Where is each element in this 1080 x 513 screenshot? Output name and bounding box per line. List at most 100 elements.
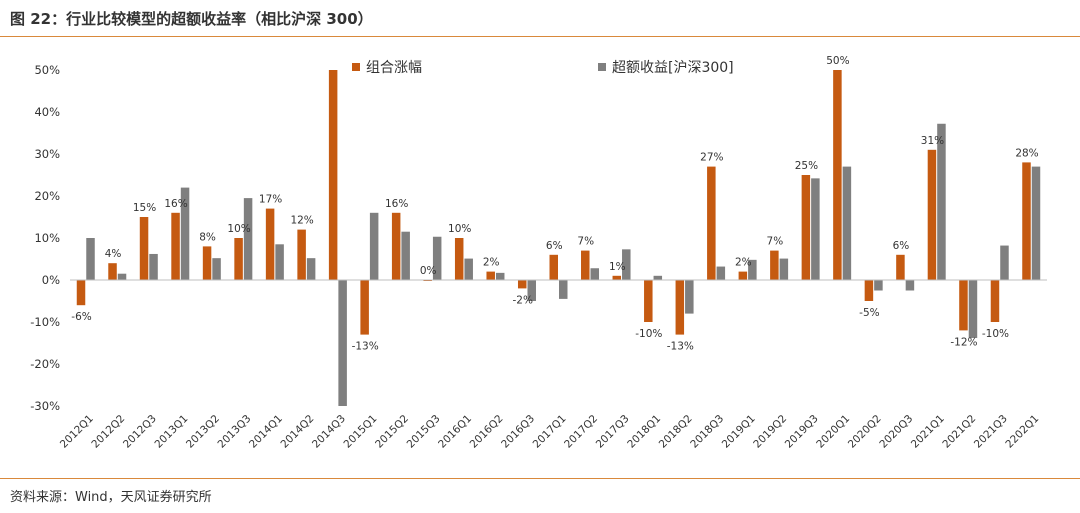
bar-excess — [559, 280, 568, 299]
bar-portfolio — [738, 271, 748, 280]
bar-excess — [811, 178, 820, 280]
x-tick-label: 2019Q2 — [751, 413, 789, 451]
bar-chart: -30% -20% -10% 0% 10% 20% 30% 40% 50% -6% 4% 15% 16… — [30, 55, 1047, 451]
bar-portfolio — [486, 271, 495, 280]
x-tick-label: 2020Q2 — [846, 413, 884, 451]
bar-portfolio — [202, 246, 212, 280]
bar-portfolio — [549, 254, 558, 280]
bar-excess — [212, 258, 221, 280]
bar-portfolio — [454, 238, 464, 280]
data-label: 7% — [577, 236, 594, 248]
x-axis: 2012Q12012Q22012Q32013Q12013Q22013Q32014… — [58, 279, 1047, 451]
x-tick-label: 2016Q3 — [499, 413, 537, 451]
bar-portfolio — [581, 250, 590, 280]
data-label: -10% — [635, 328, 662, 340]
bar-portfolio — [297, 229, 306, 280]
legend-label-excess: 超额收益[沪深300] — [612, 60, 734, 76]
bar-excess — [590, 268, 600, 280]
data-label: -13% — [667, 341, 694, 353]
x-tick-label: 2202Q1 — [1003, 413, 1041, 451]
x-tick-label: 2015Q1 — [342, 413, 380, 451]
data-label: -2% — [513, 294, 533, 306]
bar-portfolio — [234, 238, 243, 280]
data-label: -13% — [352, 341, 379, 353]
y-tick-label: -30% — [30, 399, 60, 413]
x-tick-label: 2013Q1 — [152, 413, 190, 451]
x-tick-label: 2017Q1 — [531, 413, 569, 451]
bar-portfolio — [707, 166, 716, 280]
y-tick-label: 0% — [42, 273, 60, 287]
data-label: 27% — [700, 152, 723, 164]
data-label: 16% — [385, 198, 408, 210]
data-labels-group: -6% 4% 15% 16% 8% 10% 17% 12% -13% 16% 0% 10% 2% -2% 6… — [71, 55, 1038, 353]
bar-portfolio — [833, 70, 842, 280]
bar-excess — [369, 212, 379, 280]
data-label: 50% — [826, 55, 849, 67]
bar-excess — [338, 280, 347, 406]
data-label: 10% — [227, 223, 250, 235]
data-label: 17% — [259, 194, 282, 206]
data-label: -12% — [950, 336, 977, 348]
bar-portfolio — [959, 280, 968, 331]
data-label: 4% — [105, 248, 122, 260]
bar-excess — [874, 280, 883, 291]
bar-portfolio — [328, 70, 338, 280]
bar-excess — [842, 166, 852, 280]
bar-excess — [432, 236, 442, 280]
y-tick-label: 10% — [34, 231, 60, 245]
bar-excess — [243, 198, 253, 280]
bar-excess — [779, 258, 789, 280]
bar-excess — [306, 258, 316, 280]
y-tick-label: 30% — [34, 147, 60, 161]
bar-excess — [905, 280, 915, 291]
bar-excess — [117, 273, 127, 280]
x-tick-label: 2021Q2 — [940, 413, 978, 451]
x-tick-label: 2012Q1 — [58, 413, 96, 451]
bar-excess — [622, 249, 631, 280]
bar-portfolio — [76, 280, 86, 306]
x-tick-label: 2016Q2 — [468, 413, 506, 451]
x-tick-label: 2013Q2 — [184, 413, 222, 451]
x-tick-label: 2016Q1 — [436, 413, 474, 451]
bar-excess — [464, 258, 473, 280]
legend-swatch-portfolio — [352, 63, 360, 71]
x-tick-label: 2015Q2 — [373, 413, 411, 451]
bar-portfolio — [171, 212, 180, 280]
x-tick-label: 2014Q2 — [279, 413, 317, 451]
data-label: -6% — [71, 311, 91, 323]
bar-portfolio — [896, 254, 905, 280]
data-label: -5% — [859, 307, 879, 319]
x-tick-label: 2018Q3 — [688, 413, 726, 451]
bar-excess — [937, 123, 946, 280]
bar-excess — [86, 238, 95, 280]
bar-excess — [275, 244, 284, 280]
bar-excess — [748, 259, 757, 280]
data-label: 10% — [448, 223, 471, 235]
x-tick-label: 2017Q2 — [562, 413, 600, 451]
figure-title: 图 22：行业比较模型的超额收益率（相比沪深 300） — [10, 10, 373, 28]
bar-excess — [180, 187, 190, 280]
x-tick-label: 2019Q1 — [720, 413, 758, 451]
bar-portfolio — [391, 212, 401, 280]
data-label: 2% — [735, 257, 752, 269]
bar-portfolio — [864, 280, 874, 301]
bars-group — [76, 70, 1041, 406]
bar-excess — [716, 266, 726, 280]
bar-excess — [527, 280, 536, 301]
data-label: 31% — [921, 135, 944, 147]
bar-portfolio — [139, 217, 149, 280]
y-tick-label: -10% — [30, 315, 60, 329]
x-tick-label: 2013Q3 — [216, 413, 254, 451]
x-tick-label: 2014Q3 — [310, 413, 348, 451]
source-note: 资料来源：Wind，天风证券研究所 — [10, 490, 212, 505]
x-tick-label: 2020Q3 — [877, 413, 915, 451]
legend-label-portfolio: 组合涨幅 — [366, 60, 422, 76]
x-tick-label: 2021Q3 — [972, 413, 1010, 451]
y-axis: -30% -20% -10% 0% 10% 20% 30% 40% 50% — [30, 63, 60, 413]
data-label: 12% — [290, 215, 313, 227]
data-label: 6% — [893, 240, 910, 252]
bar-portfolio — [1022, 162, 1031, 280]
data-label: 6% — [546, 240, 563, 252]
data-label: -10% — [982, 328, 1009, 340]
legend-swatch-excess — [598, 63, 606, 71]
